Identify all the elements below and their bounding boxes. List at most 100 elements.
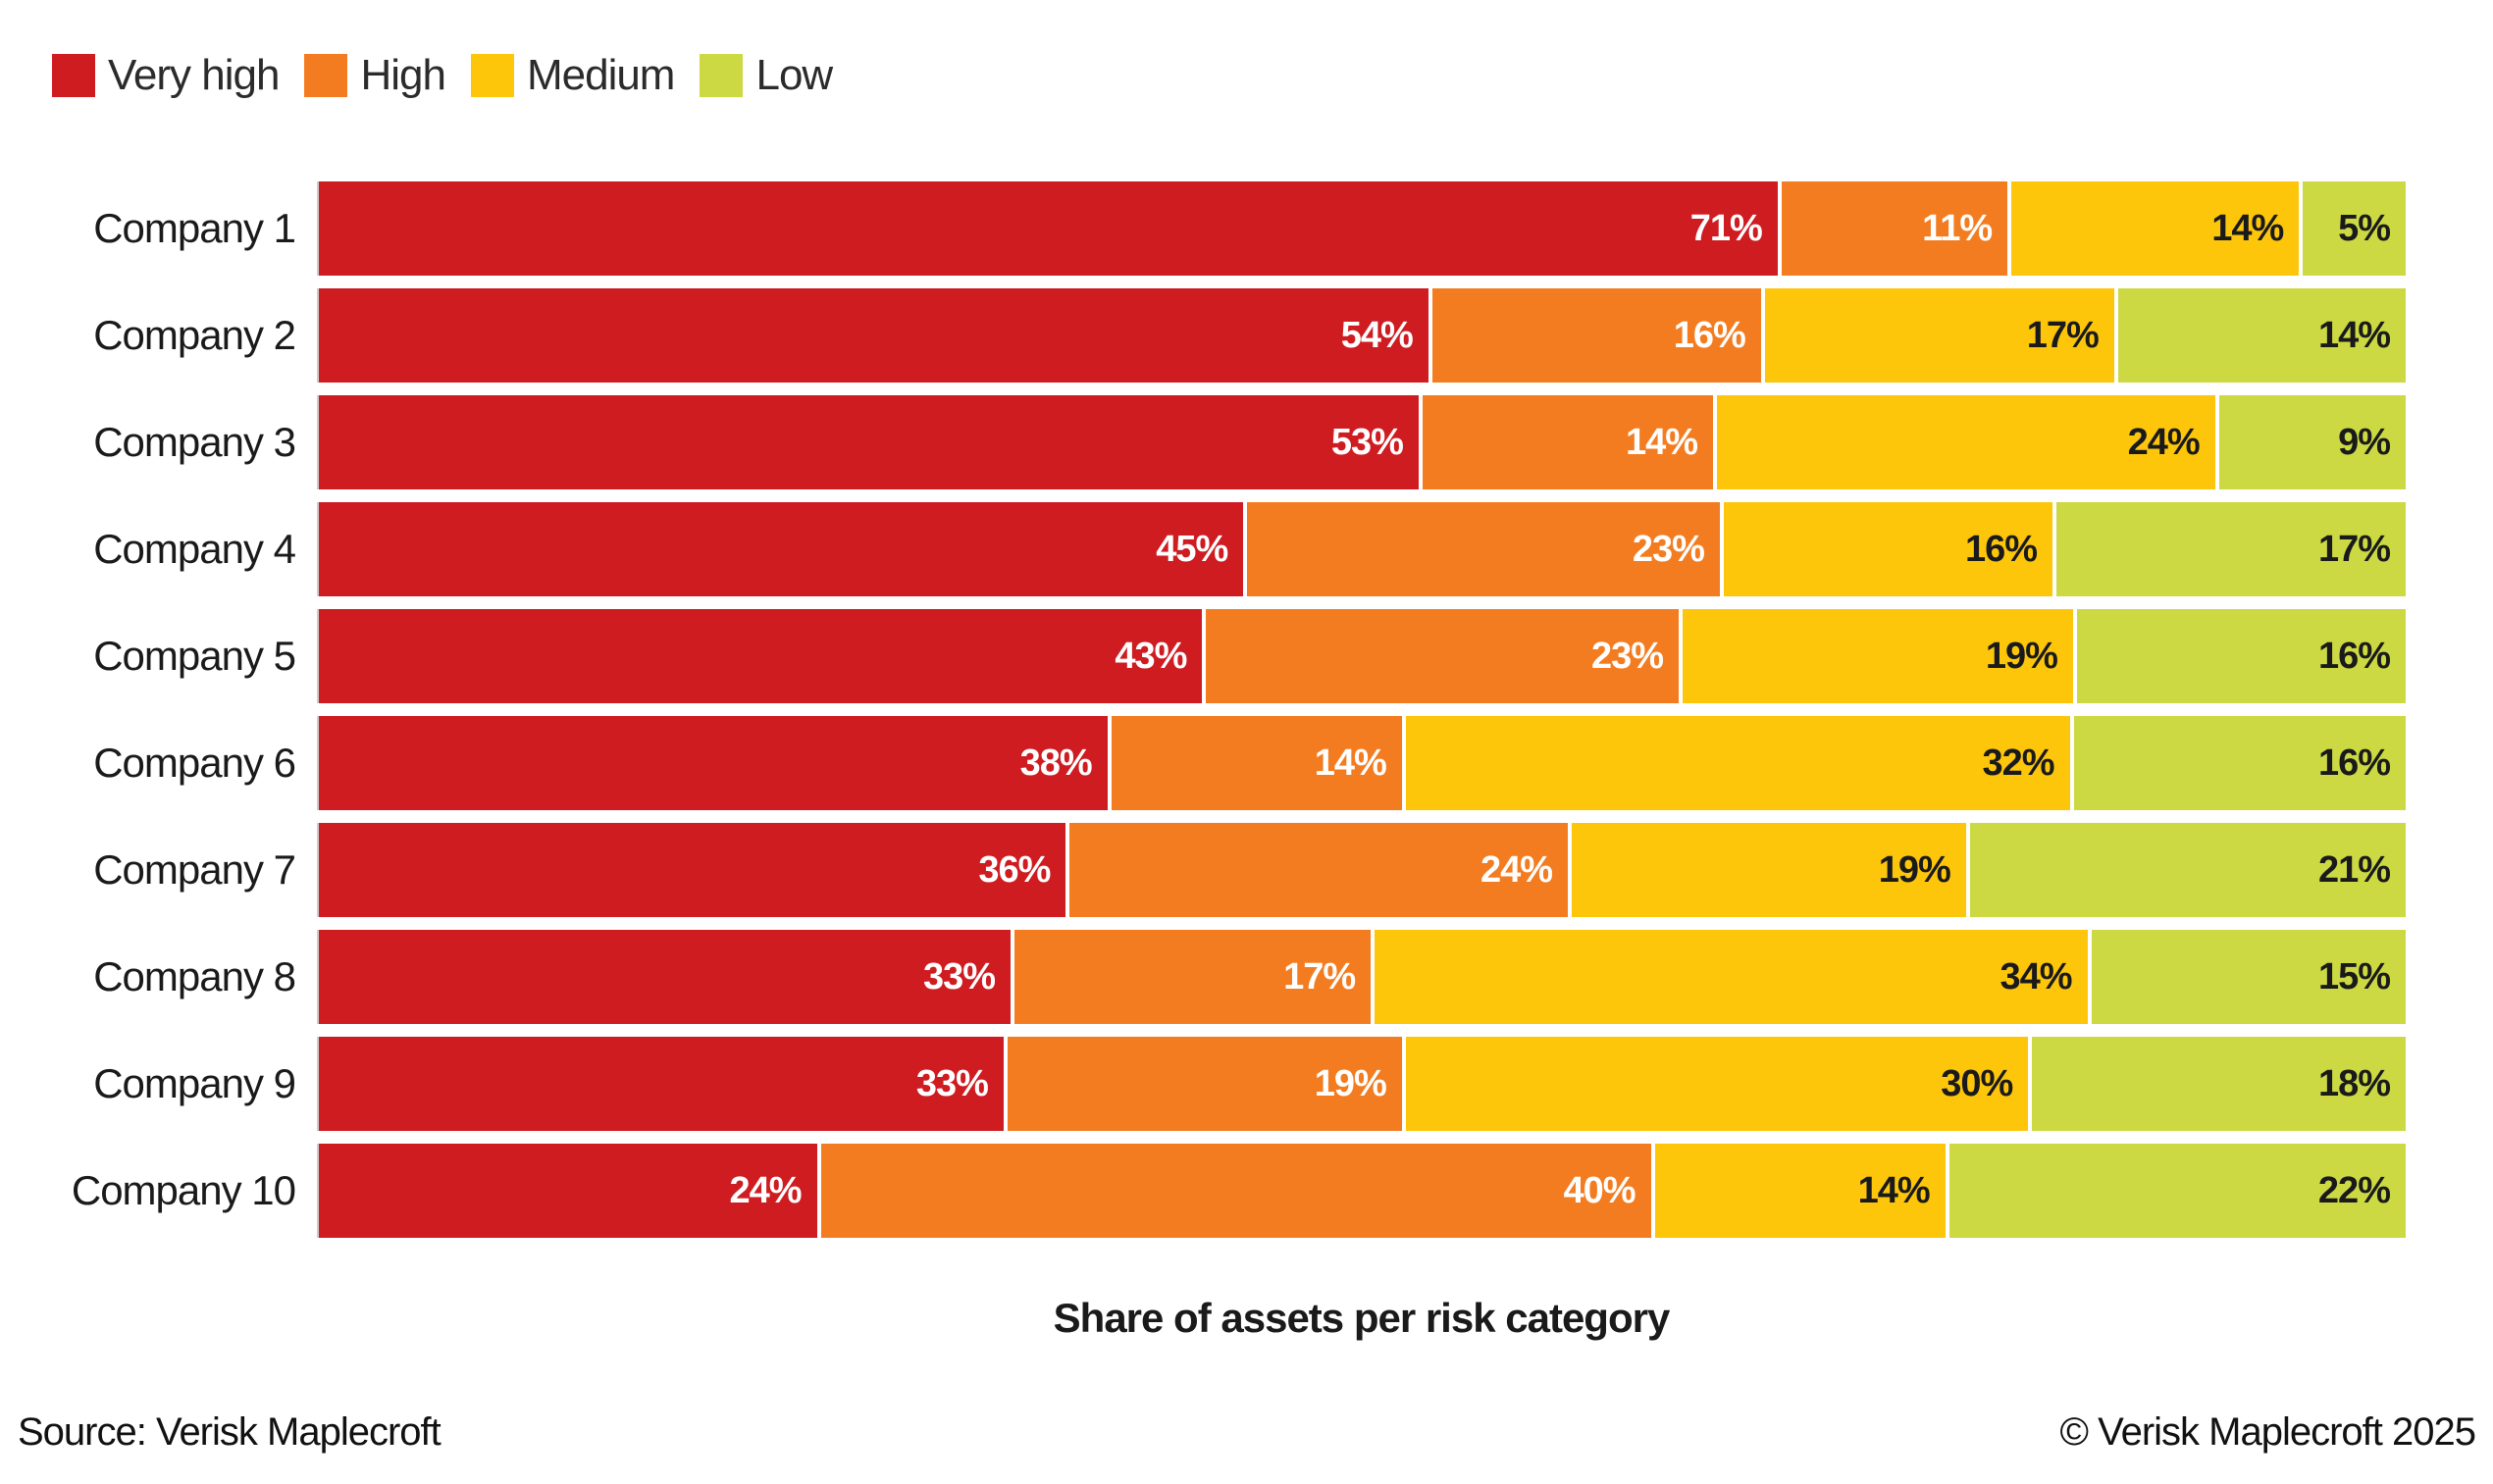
stacked-bar: 45% 23% 16% 17% — [317, 502, 2406, 596]
legend-item-high: High — [304, 51, 446, 100]
bar-segment-low: 14% — [2117, 288, 2406, 383]
bar-segment-medium: 30% — [1405, 1037, 2029, 1131]
stacked-bar-chart: Company 1 71% 11% 14% 5% Company 2 54% 16% 17% 14… — [0, 181, 2407, 1251]
bar-segment-very-high: 71% — [319, 181, 1778, 276]
bar-segment-low: 18% — [2032, 1037, 2406, 1131]
bar-segment-high: 17% — [1014, 930, 1372, 1024]
source-text: Source: Verisk Maplecroft — [18, 1410, 441, 1454]
chart-row: Company 2 54% 16% 17% 14% — [0, 288, 2406, 383]
stacked-bar: 24% 40% 14% 22% — [317, 1144, 2406, 1238]
category-label: Company 5 — [93, 633, 296, 679]
segment-value-label: 14% — [1625, 421, 1698, 463]
category-label: Company 6 — [93, 740, 296, 786]
chart-row: Company 1 71% 11% 14% 5% — [0, 181, 2406, 276]
category-label: Company 7 — [93, 846, 296, 893]
bar-segment-very-high: 33% — [319, 1037, 1004, 1131]
legend-swatch-icon — [700, 54, 744, 97]
x-axis-title: Share of assets per risk category — [1053, 1295, 1671, 1341]
bar-segment-very-high: 53% — [319, 395, 1419, 489]
bar-segment-high: 14% — [1111, 716, 1402, 810]
chart-row: Company 7 36% 24% 19% 21% — [0, 823, 2406, 917]
copyright-text: © Verisk Maplecroft 2025 — [2059, 1410, 2476, 1454]
segment-value-label: 16% — [2317, 742, 2391, 784]
bar-segment-low: 22% — [1948, 1144, 2406, 1238]
segment-value-label: 19% — [1878, 848, 1951, 891]
category-label: Company 9 — [93, 1060, 296, 1106]
segment-value-label: 18% — [2317, 1062, 2391, 1104]
bar-segment-high: 11% — [1781, 181, 2008, 276]
bar-segment-high: 14% — [1422, 395, 1714, 489]
segment-value-label: 24% — [2127, 421, 2201, 463]
bar-segment-low: 5% — [2303, 181, 2406, 276]
stacked-bar: 33% 17% 34% 15% — [317, 930, 2406, 1024]
legend-swatch-icon — [304, 54, 348, 97]
chart-row: Company 6 38% 14% 32% 16% — [0, 716, 2406, 810]
chart-row: Company 8 33% 17% 34% 15% — [0, 930, 2406, 1024]
segment-value-label: 71% — [1689, 207, 1763, 249]
segment-value-label: 40% — [1563, 1169, 1636, 1211]
stacked-bar: 38% 14% 32% 16% — [317, 716, 2406, 810]
segment-value-label: 54% — [1340, 314, 1414, 356]
segment-value-label: 32% — [1982, 742, 2055, 784]
segment-value-label: 17% — [1283, 955, 1356, 998]
bar-segment-medium: 32% — [1405, 716, 2070, 810]
segment-value-label: 14% — [1314, 742, 1387, 784]
segment-value-label: 17% — [2026, 314, 2100, 356]
bar-segment-low: 15% — [2091, 930, 2406, 1024]
segment-value-label: 14% — [2317, 314, 2391, 356]
legend-label: Medium — [526, 51, 675, 99]
segment-value-label: 9% — [2338, 421, 2391, 463]
bar-segment-low: 16% — [2073, 716, 2406, 810]
segment-value-label: 19% — [1314, 1062, 1387, 1104]
legend-item-very-high: Very high — [52, 51, 280, 100]
legend-label: Low — [755, 51, 833, 99]
legend-swatch-icon — [470, 54, 514, 97]
segment-value-label: 15% — [2317, 955, 2391, 998]
bar-segment-very-high: 24% — [319, 1144, 817, 1238]
bar-segment-very-high: 38% — [319, 716, 1108, 810]
stacked-bar: 33% 19% 30% 18% — [317, 1037, 2406, 1131]
bar-segment-high: 40% — [820, 1144, 1651, 1238]
segment-value-label: 14% — [2211, 207, 2284, 249]
segment-value-label: 16% — [1964, 528, 2038, 570]
stacked-bar: 43% 23% 19% 16% — [317, 609, 2407, 703]
bar-segment-medium: 34% — [1375, 930, 2088, 1024]
legend-item-low: Low — [700, 51, 833, 100]
segment-value-label: 24% — [1480, 848, 1553, 891]
category-label: Company 8 — [93, 953, 296, 999]
bar-segment-high: 23% — [1206, 609, 1680, 703]
segment-value-label: 33% — [915, 1062, 989, 1104]
bar-segment-very-high: 43% — [319, 609, 1203, 703]
category-label: Company 1 — [93, 205, 296, 251]
bar-segment-medium: 24% — [1717, 395, 2215, 489]
segment-value-label: 16% — [1673, 314, 1746, 356]
bar-segment-medium: 14% — [2011, 181, 2300, 276]
legend: Very high High Medium Low — [52, 51, 833, 100]
bar-segment-medium: 16% — [1723, 502, 2053, 596]
legend-swatch-icon — [52, 54, 95, 97]
stacked-bar: 36% 24% 19% 21% — [317, 823, 2406, 917]
segment-value-label: 45% — [1156, 528, 1228, 570]
legend-label: High — [360, 51, 445, 99]
segment-value-label: 22% — [2317, 1169, 2391, 1211]
segment-value-label: 14% — [1857, 1169, 1931, 1211]
chart-row: Company 5 43% 23% 19% 16% — [0, 609, 2407, 703]
segment-value-label: 36% — [978, 848, 1051, 891]
bar-segment-medium: 19% — [1683, 609, 2073, 703]
bar-segment-low: 21% — [1969, 823, 2406, 917]
chart-rows: Company 1 71% 11% 14% 5% Company 2 54% 16% 17% 14… — [0, 181, 2407, 1238]
segment-value-label: 16% — [2317, 635, 2391, 677]
bar-segment-very-high: 54% — [319, 288, 1428, 383]
bar-segment-high: 23% — [1247, 502, 1720, 596]
segment-value-label: 53% — [1330, 421, 1404, 463]
segment-value-label: 38% — [1019, 742, 1093, 784]
segment-value-label: 23% — [1591, 635, 1664, 677]
bar-segment-very-high: 36% — [319, 823, 1066, 917]
chart-row: Company 4 45% 23% 16% 17% — [0, 502, 2406, 596]
bar-segment-high: 24% — [1069, 823, 1568, 917]
category-label: Company 3 — [93, 419, 296, 465]
legend-item-medium: Medium — [470, 51, 675, 100]
stacked-bar: 71% 11% 14% 5% — [317, 181, 2406, 276]
bar-segment-high: 19% — [1007, 1037, 1402, 1131]
